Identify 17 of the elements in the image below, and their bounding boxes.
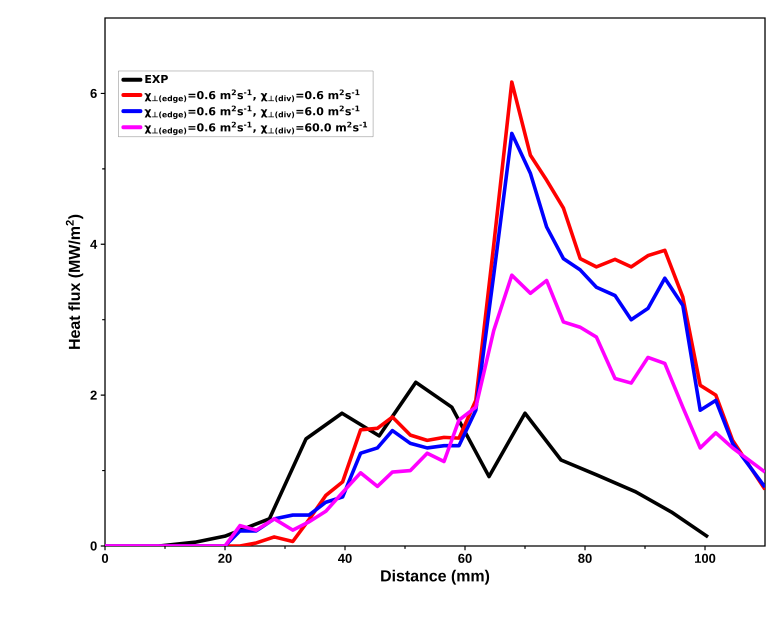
y-tick-label: 4 — [90, 240, 98, 249]
x-tick-label: 80 — [578, 554, 592, 563]
x-tick-label: 20 — [218, 554, 232, 563]
y-tick-label: 6 — [90, 88, 97, 98]
x-tick-label: 0 — [102, 554, 108, 563]
text: χ$_{⊥(edge)}$=0.6 m$^{2}$s$^{-1}$, χ$_{⊥(div)}$=0.6 m$^{2}$s$^{-1}$ — [144, 89, 360, 103]
x-tick-label: 60 — [458, 554, 472, 563]
x-axis-title: Distance (mm) — [381, 570, 490, 585]
legend-label: EXP — [145, 74, 168, 83]
x-tick-label: 100 — [695, 554, 716, 563]
x-tick-label: 40 — [338, 554, 352, 563]
y-axis-title: Heat flux (MW/m$^{2}$) — [66, 214, 84, 349]
text: χ$_{⊥(edge)}$=0.6 m$^{2}$s$^{-1}$, χ$_{⊥(div)}$=60.0 m$^{2}$s$^{-1}$ — [144, 122, 368, 136]
y-tick-label: 2 — [90, 390, 97, 400]
text: χ$_{⊥(edge)}$=0.6 m$^{2}$s$^{-1}$, χ$_{⊥(div)}$=6.0 m$^{2}$s$^{-1}$ — [144, 106, 360, 119]
y-tick-label: 0 — [90, 541, 97, 551]
line-series — [105, 273, 766, 546]
